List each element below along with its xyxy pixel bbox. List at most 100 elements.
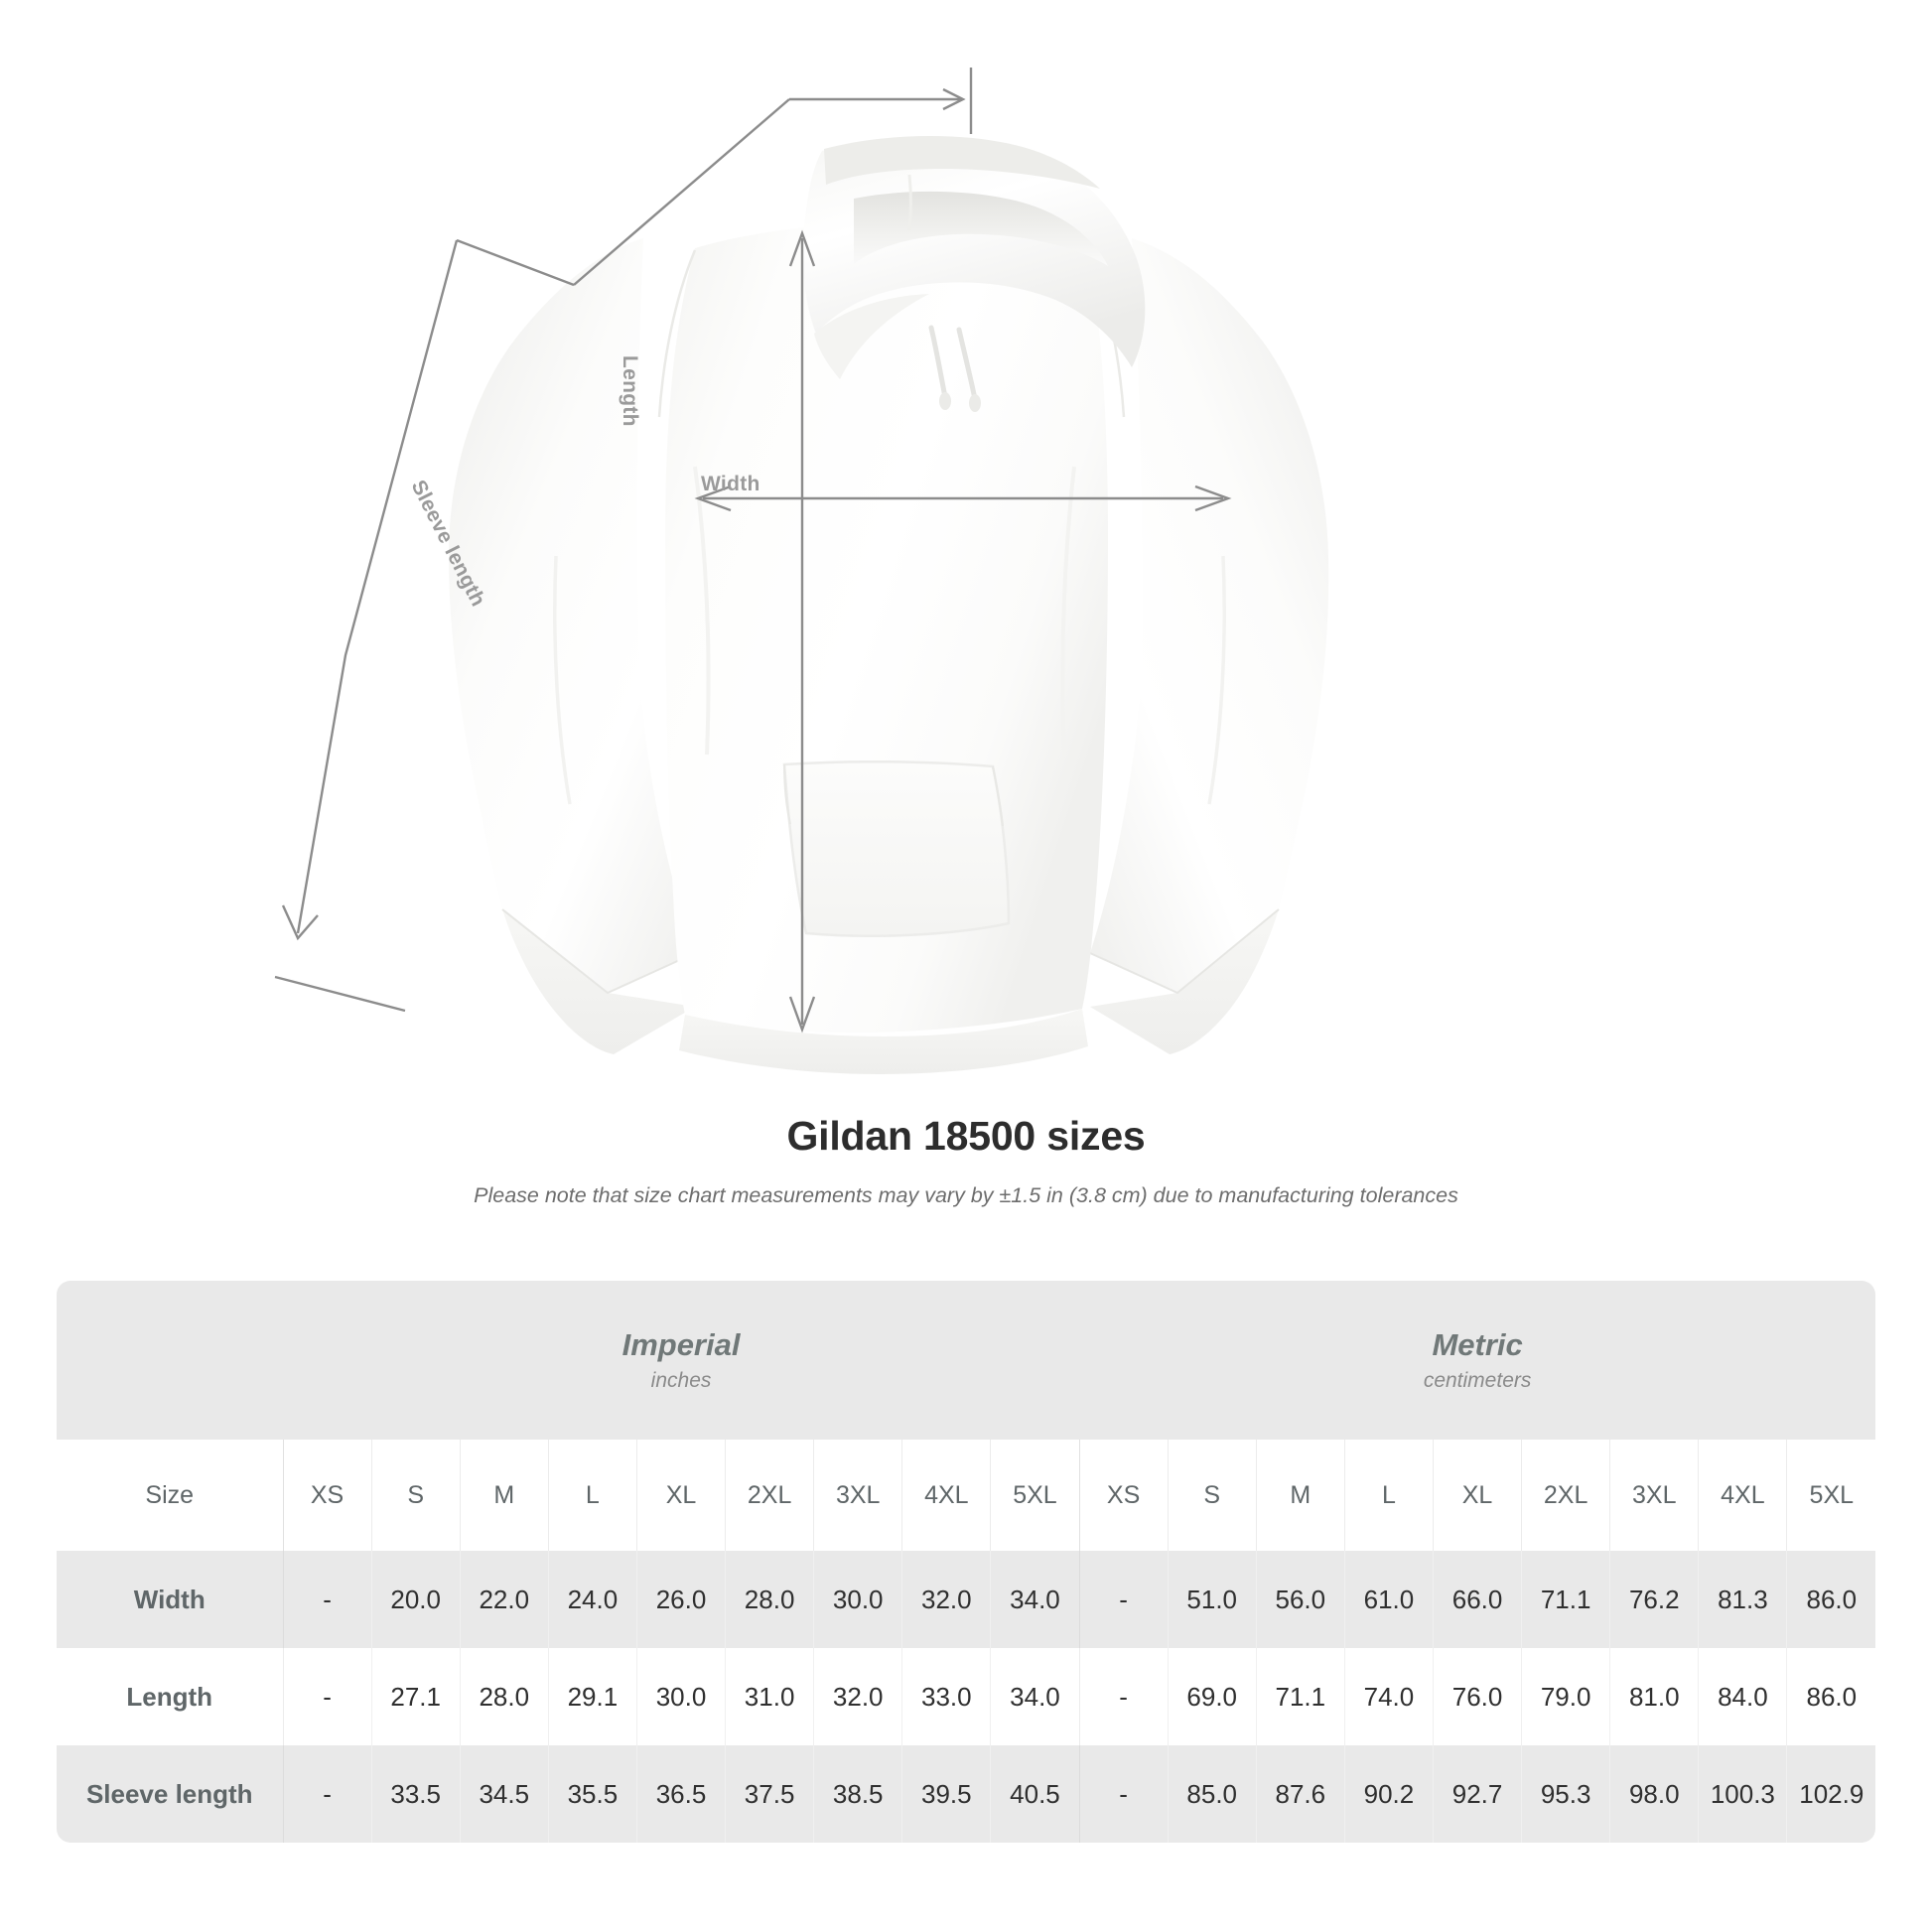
fabric-fold-3 <box>553 555 572 805</box>
cell-width-metric-m: 56.0 <box>1255 1551 1345 1648</box>
size-header-imperial-m: M <box>459 1440 549 1551</box>
length-label: Length <box>619 355 641 427</box>
hood-seam-center <box>907 174 912 231</box>
cell-sleeve-length-metric-l: 90.2 <box>1343 1745 1434 1843</box>
pocket-right-opening <box>992 765 1004 827</box>
left-sleeve <box>449 238 695 993</box>
cell-width-imperial-l: 24.0 <box>547 1551 637 1648</box>
cell-width-metric-4xl: 81.3 <box>1698 1551 1787 1648</box>
cell-width-imperial-m: 22.0 <box>459 1551 549 1648</box>
collar <box>814 294 929 379</box>
cell-width-imperial-4xl: 32.0 <box>901 1551 991 1648</box>
size-header-imperial-2xl: 2XL <box>725 1440 814 1551</box>
table-row-sleeve-length: Sleeve length -33.5 34.5 35.5 36.5 37.5 38.5 39… <box>57 1745 1876 1843</box>
cell-length-imperial-3xl: 32.0 <box>813 1648 902 1745</box>
size-header-imperial-s: S <box>370 1440 461 1551</box>
cell-length-metric-5xl: 86.0 <box>1786 1648 1876 1745</box>
right-sleeve <box>1090 238 1329 993</box>
row-label-sleeve-length: Sleeve length <box>57 1745 283 1843</box>
size-header-metric-s: S <box>1167 1440 1257 1551</box>
cell-width-imperial-xl: 26.0 <box>635 1551 726 1648</box>
cell-sleeve-length-metric-xl: 92.7 <box>1432 1745 1522 1843</box>
cell-length-imperial-xl: 30.0 <box>635 1648 726 1745</box>
cell-length-imperial-2xl: 31.0 <box>725 1648 814 1745</box>
size-chart-table-wrapper: Imperial inches Metric centimeters Size XS S M L… <box>57 1281 1876 1843</box>
cell-sleeve-length-imperial-3xl: 38.5 <box>813 1745 902 1843</box>
fabric-fold-4 <box>1207 555 1226 805</box>
cell-length-imperial-l: 29.1 <box>547 1648 637 1745</box>
hoodie-photo <box>449 135 1329 1074</box>
cell-width-metric-l: 61.0 <box>1343 1551 1434 1648</box>
cell-sleeve-length-metric-5xl: 102.9 <box>1786 1745 1876 1843</box>
left-cuff-seam <box>501 908 696 995</box>
cell-sleeve-length-imperial-xs: - <box>282 1745 372 1843</box>
unit-title-imperial: Imperial <box>621 1326 741 1362</box>
right-cuff <box>1090 909 1279 1054</box>
size-header-row: Size XS S M L XL 2XL 3XL 4XL 5XL XS S M L XL 2XL 3XL 4XL 5… <box>57 1440 1876 1551</box>
size-header-imperial-3xl: 3XL <box>813 1440 902 1551</box>
cell-length-imperial-s: 27.1 <box>370 1648 461 1745</box>
cell-sleeve-length-imperial-4xl: 39.5 <box>901 1745 991 1843</box>
cell-sleeve-length-metric-3xl: 98.0 <box>1609 1745 1699 1843</box>
size-header-metric-l: L <box>1343 1440 1434 1551</box>
size-chart-table: Imperial inches Metric centimeters Size XS S M L… <box>57 1281 1876 1843</box>
cell-sleeve-length-imperial-2xl: 37.5 <box>725 1745 814 1843</box>
drawstring-aglet-right <box>969 394 981 412</box>
right-cuff-seam <box>1089 908 1280 995</box>
pocket-left-opening <box>783 763 791 825</box>
size-header-metric-4xl: 4XL <box>1698 1440 1787 1551</box>
size-corner-label: Size <box>57 1440 283 1551</box>
cell-length-imperial-xs: - <box>282 1648 372 1745</box>
cell-sleeve-length-imperial-xl: 36.5 <box>635 1745 726 1843</box>
cell-length-metric-xl: 76.0 <box>1432 1648 1522 1745</box>
size-header-imperial-xl: XL <box>635 1440 726 1551</box>
left-cuff <box>502 909 695 1054</box>
garment-measurement-diagram: Width Length Sleeve length <box>274 68 1329 1074</box>
unit-subtitle-metric: centimeters <box>1423 1369 1532 1393</box>
row-label-length: Length <box>57 1648 283 1745</box>
size-header-imperial-5xl: 5XL <box>990 1440 1080 1551</box>
cell-width-imperial-2xl: 28.0 <box>725 1551 814 1648</box>
cell-width-metric-s: 51.0 <box>1167 1551 1257 1648</box>
cell-sleeve-length-imperial-l: 35.5 <box>547 1745 637 1843</box>
cell-sleeve-length-metric-4xl: 100.3 <box>1698 1745 1787 1843</box>
cell-width-imperial-xs: - <box>282 1551 372 1648</box>
unit-banner-row: Imperial inches Metric centimeters <box>57 1281 1876 1440</box>
size-header-metric-xs: XS <box>1078 1440 1169 1551</box>
size-header-imperial-4xl: 4XL <box>901 1440 991 1551</box>
table-row-width: Width -20.0 22.0 24.0 26.0 28.0 30.0 32.0 34.0-5… <box>57 1551 1876 1648</box>
cell-length-metric-2xl: 79.0 <box>1521 1648 1610 1745</box>
hood-edge-ribbing <box>824 135 1100 189</box>
fabric-fold-2 <box>1060 466 1076 756</box>
hood-inner <box>854 191 1108 266</box>
hoodie-illustration <box>449 135 1329 1074</box>
cell-width-metric-xs: - <box>1078 1551 1169 1648</box>
table-row-length: Length -27.1 28.0 29.1 30.0 31.0 32.0 33.0 34.0-… <box>57 1648 1876 1745</box>
cell-length-metric-xs: - <box>1078 1648 1169 1745</box>
cell-length-imperial-4xl: 33.0 <box>901 1648 991 1745</box>
cell-width-imperial-s: 20.0 <box>370 1551 461 1648</box>
size-header-metric-2xl: 2XL <box>1521 1440 1610 1551</box>
cell-width-imperial-5xl: 34.0 <box>990 1551 1080 1648</box>
drawstring-aglet-left <box>939 392 951 410</box>
cell-sleeve-length-metric-2xl: 95.3 <box>1521 1745 1610 1843</box>
unit-spacer-cell <box>57 1281 283 1440</box>
kangaroo-pocket <box>782 759 1011 937</box>
cell-width-imperial-3xl: 30.0 <box>813 1551 902 1648</box>
size-header-metric-m: M <box>1255 1440 1345 1551</box>
size-header-imperial-xs: XS <box>282 1440 372 1551</box>
size-header-metric-3xl: 3XL <box>1609 1440 1699 1551</box>
drawstring-left <box>928 325 948 400</box>
unit-header-metric: Metric centimeters <box>1079 1281 1876 1440</box>
unit-subtitle-imperial: inches <box>650 1369 712 1393</box>
cell-sleeve-length-imperial-5xl: 40.5 <box>990 1745 1080 1843</box>
cell-width-metric-3xl: 76.2 <box>1609 1551 1699 1648</box>
cell-sleeve-length-imperial-s: 33.5 <box>370 1745 461 1843</box>
cell-width-metric-xl: 66.0 <box>1432 1551 1522 1648</box>
page-title: Gildan 18500 sizes <box>786 1113 1146 1159</box>
unit-title-metric: Metric <box>1432 1326 1523 1362</box>
cell-width-metric-2xl: 71.1 <box>1521 1551 1610 1648</box>
unit-header-imperial: Imperial inches <box>283 1281 1080 1440</box>
size-header-imperial-l: L <box>547 1440 637 1551</box>
cell-length-metric-4xl: 84.0 <box>1698 1648 1787 1745</box>
